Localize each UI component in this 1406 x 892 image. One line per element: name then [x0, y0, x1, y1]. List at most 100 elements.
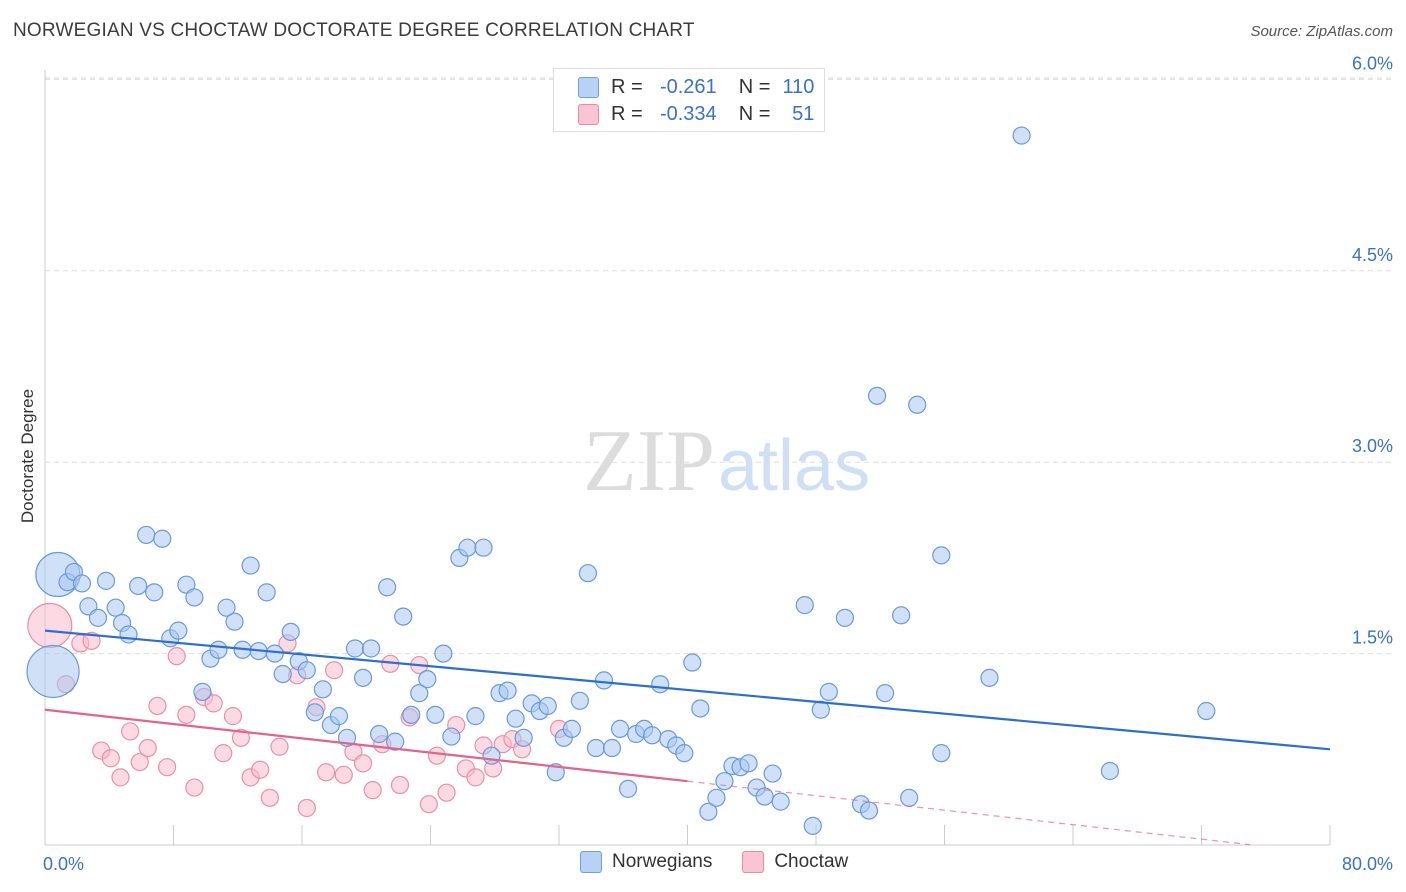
norwegian-point [153, 529, 172, 548]
norwegian-point [514, 728, 533, 747]
choctaw-point [231, 728, 251, 747]
watermark-atlas: atlas [718, 426, 870, 506]
norwegian-point [72, 574, 92, 593]
watermark-zip: ZIP [583, 413, 715, 510]
norwegian-point [892, 606, 911, 625]
norwegian-point [771, 792, 790, 811]
norwegian-point [610, 719, 630, 738]
choctaw-trend-extension [687, 780, 1251, 846]
norwegian-point [474, 538, 493, 557]
norwegian-point [257, 583, 276, 602]
x-tick-label: 80.0% [1342, 854, 1393, 874]
legend-swatch-blue [578, 76, 599, 98]
choctaw-point [223, 707, 243, 726]
norwegian-point [859, 801, 879, 820]
legend-row-norwegians: R = -0.261 N = 110 [578, 74, 814, 100]
y-tick-label: 6.0% [1352, 53, 1393, 73]
norwegian-point [361, 639, 381, 658]
choctaw-point [157, 758, 177, 777]
choctaw-point [260, 788, 279, 807]
norwegian-points [26, 126, 1216, 835]
norwegian-point [755, 787, 774, 806]
legend-label: Choctaw [774, 851, 849, 872]
norwegian-point [129, 576, 148, 596]
series-legend: Norwegians Choctaw [580, 851, 878, 873]
norwegian-point [209, 640, 228, 659]
norwegian-point [185, 588, 204, 607]
choctaw-point [204, 694, 223, 713]
norwegian-point [378, 578, 397, 597]
norwegian-point [305, 703, 324, 722]
norwegian-point [980, 668, 999, 687]
norwegian-point [651, 675, 670, 694]
norwegian-point [506, 709, 525, 728]
norwegian-point [329, 707, 349, 726]
norwegian-point [739, 754, 758, 773]
norwegian-point [402, 705, 421, 724]
choctaw-point [390, 775, 410, 795]
norwegian-point [875, 684, 895, 703]
norwegian-point [394, 607, 413, 626]
norwegian-point [900, 788, 919, 807]
norwegian-point [88, 608, 108, 627]
choctaw-point [437, 783, 456, 802]
norwegian-point [707, 788, 726, 807]
legend-n-value: 51 [792, 102, 815, 125]
norwegian-point [353, 668, 373, 687]
norwegian-point [867, 386, 887, 405]
norwegian-point [193, 682, 212, 701]
legend-swatch-blue [580, 851, 602, 873]
norwegian-point [932, 546, 951, 565]
choctaw-point [27, 602, 73, 649]
legend-r-label: R = [611, 102, 643, 125]
norwegian-point [578, 564, 598, 583]
choctaw-point [466, 768, 485, 787]
norwegian-point [313, 680, 332, 699]
norwegian-point [562, 719, 581, 738]
y-tick-label: 3.0% [1352, 436, 1393, 456]
norwegian-point [795, 596, 814, 615]
y-tick-label: 1.5% [1352, 628, 1393, 648]
legend-n-label: N = [738, 102, 771, 125]
trend-lines [44, 629, 1331, 846]
norwegian-point [458, 538, 477, 557]
norwegian-point [217, 598, 236, 617]
choctaw-point [353, 754, 373, 773]
norwegian-point [763, 764, 782, 783]
choctaw-point [251, 760, 270, 779]
norwegian-point [297, 661, 316, 680]
norwegian-point [265, 644, 284, 663]
norwegian-point [119, 625, 138, 644]
choctaw-point [101, 749, 120, 768]
norwegian-point [96, 571, 116, 590]
choctaw-point [427, 746, 447, 765]
legend-r-label: R = [611, 75, 643, 98]
norwegian-point [370, 724, 389, 744]
norwegian-point [225, 612, 244, 631]
legend-n-value: 110 [782, 75, 815, 98]
choctaw-point [297, 798, 316, 818]
x-tick-labels: 0.0% 80.0% [43, 854, 1393, 874]
norwegian-point [675, 744, 694, 763]
choctaw-point [111, 768, 130, 787]
choctaw-point [316, 763, 336, 782]
legend-item-choctaw[interactable]: Choctaw [742, 851, 848, 873]
norwegian-point [932, 744, 951, 763]
norwegian-point [145, 583, 164, 602]
choctaw-point [121, 722, 140, 741]
norwegian-point [594, 671, 614, 690]
norwegian-point [345, 639, 365, 658]
norwegian-point [26, 644, 80, 699]
correlation-legend: R = -0.261 N = 110 R = -0.334 N = 51 [553, 68, 825, 132]
y-tick-labels: 1.5% 3.0% 4.5% 6.0% [1352, 53, 1393, 647]
choctaw-point [148, 696, 167, 716]
choctaw-point [325, 661, 344, 680]
norwegian-point [538, 696, 557, 716]
norwegian-point [683, 653, 702, 672]
choctaw-point [82, 631, 101, 650]
norwegian-point [106, 598, 125, 617]
legend-item-norwegians[interactable]: Norwegians [580, 851, 712, 873]
y-axis-label: Doctorate Degree [18, 389, 37, 523]
legend-label: Norwegians [612, 851, 713, 872]
